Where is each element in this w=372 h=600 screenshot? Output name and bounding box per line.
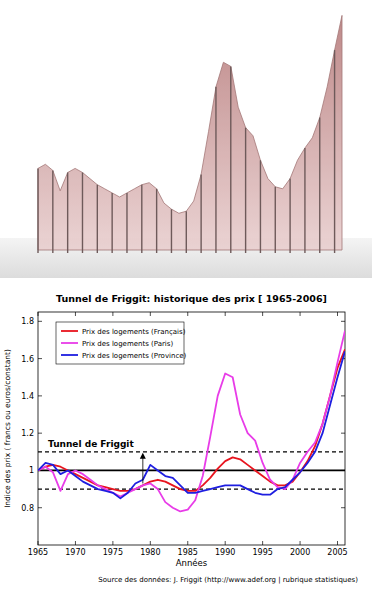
y-tick <box>341 433 345 434</box>
x-tick <box>262 312 263 316</box>
x-tick <box>112 312 113 316</box>
sculpture-render <box>0 15 372 278</box>
x-tick <box>225 312 226 316</box>
sculpture-post <box>97 185 98 253</box>
x-tick <box>38 312 39 316</box>
x-tick <box>112 541 113 545</box>
x-tick-label: 1970 <box>65 548 85 557</box>
sculpture-post <box>82 172 83 253</box>
sculpture-post <box>230 66 231 253</box>
sculpture-post <box>245 128 246 253</box>
sculpture-surface <box>38 15 342 250</box>
x-tick-label: 1975 <box>103 548 123 557</box>
x-tick <box>187 312 188 316</box>
source-note: Source des données: J. Friggit (http://w… <box>98 576 358 584</box>
sculpture-post <box>186 211 187 253</box>
figure: Tunnel de Friggit: historique des prix [… <box>0 0 372 600</box>
sculpture-post <box>215 87 216 253</box>
legend-label: Prix des logements (Province) <box>82 352 187 360</box>
y-tick-label: 1.4 <box>21 392 34 401</box>
x-tick-label: 1995 <box>252 548 272 557</box>
sculpture-post <box>275 187 276 253</box>
y-tick <box>38 395 42 396</box>
legend-label: Prix des logements (Paris) <box>82 340 173 348</box>
sculpture-post <box>289 179 290 253</box>
annotation-text: Tunnel de Friggit <box>48 439 134 449</box>
x-axis-label: Années <box>176 558 208 568</box>
sculpture-post <box>126 193 127 253</box>
sculpture-post <box>334 50 335 253</box>
plot-frame <box>38 312 345 545</box>
x-tick <box>150 541 151 545</box>
series-line <box>38 351 345 498</box>
chart-title: Tunnel de Friggit: historique des prix [… <box>56 293 327 304</box>
sculpture-post <box>200 175 201 253</box>
sculpture-post <box>319 117 320 253</box>
x-tick <box>262 541 263 545</box>
sculpture-post <box>156 189 157 253</box>
y-tick-label: 1 <box>29 466 34 475</box>
x-tick-label: 1990 <box>215 548 235 557</box>
legend-swatch <box>61 354 78 356</box>
y-tick <box>38 433 42 434</box>
legend-label: Prix des logements (Français) <box>82 328 186 336</box>
sculpture-post <box>67 172 68 253</box>
annotation-arrowhead <box>140 453 146 459</box>
plot-area <box>38 331 345 512</box>
sculpture-post <box>111 193 112 253</box>
x-tick <box>75 541 76 545</box>
legend-swatch <box>61 330 78 332</box>
x-tick <box>225 541 226 545</box>
x-tick <box>38 541 39 545</box>
x-tick <box>300 541 301 545</box>
y-tick <box>341 395 345 396</box>
y-axis-label: Indice des prix ( francs ou euros/consta… <box>3 349 12 508</box>
x-tick <box>150 312 151 316</box>
x-tick-label: 1980 <box>140 548 160 557</box>
y-tick <box>341 507 345 508</box>
x-tick <box>337 312 338 316</box>
sculpture-post <box>304 148 305 253</box>
legend-swatch <box>61 342 78 344</box>
tunnel-center <box>38 470 345 472</box>
y-tick <box>38 358 42 359</box>
x-tick-label: 2000 <box>290 548 310 557</box>
series-line <box>38 331 345 512</box>
x-tick <box>187 541 188 545</box>
sculpture-post <box>171 209 172 253</box>
y-tick-label: 0.8 <box>21 504 34 513</box>
tunnel-upper <box>38 451 345 452</box>
x-tick-label: 1985 <box>178 548 198 557</box>
tunnel-lower <box>38 488 345 489</box>
sculpture-post <box>52 170 53 253</box>
y-tick <box>38 321 42 322</box>
x-tick <box>75 312 76 316</box>
x-tick-label: 2005 <box>327 548 347 557</box>
series-line <box>38 349 345 491</box>
sculpture-post <box>141 185 142 253</box>
y-tick <box>38 507 42 508</box>
x-tick <box>337 541 338 545</box>
x-tick <box>300 312 301 316</box>
y-tick-label: 1.8 <box>21 317 34 326</box>
sculpture-post <box>260 160 261 253</box>
legend: Prix des logements (Français) Prix des lo… <box>56 322 187 364</box>
y-tick-label: 1.2 <box>21 429 34 438</box>
sculpture-post <box>37 168 38 253</box>
annotation-arrow <box>142 458 143 484</box>
y-tick <box>341 321 345 322</box>
x-tick-label: 1965 <box>28 548 48 557</box>
y-tick-label: 1.6 <box>21 355 34 364</box>
